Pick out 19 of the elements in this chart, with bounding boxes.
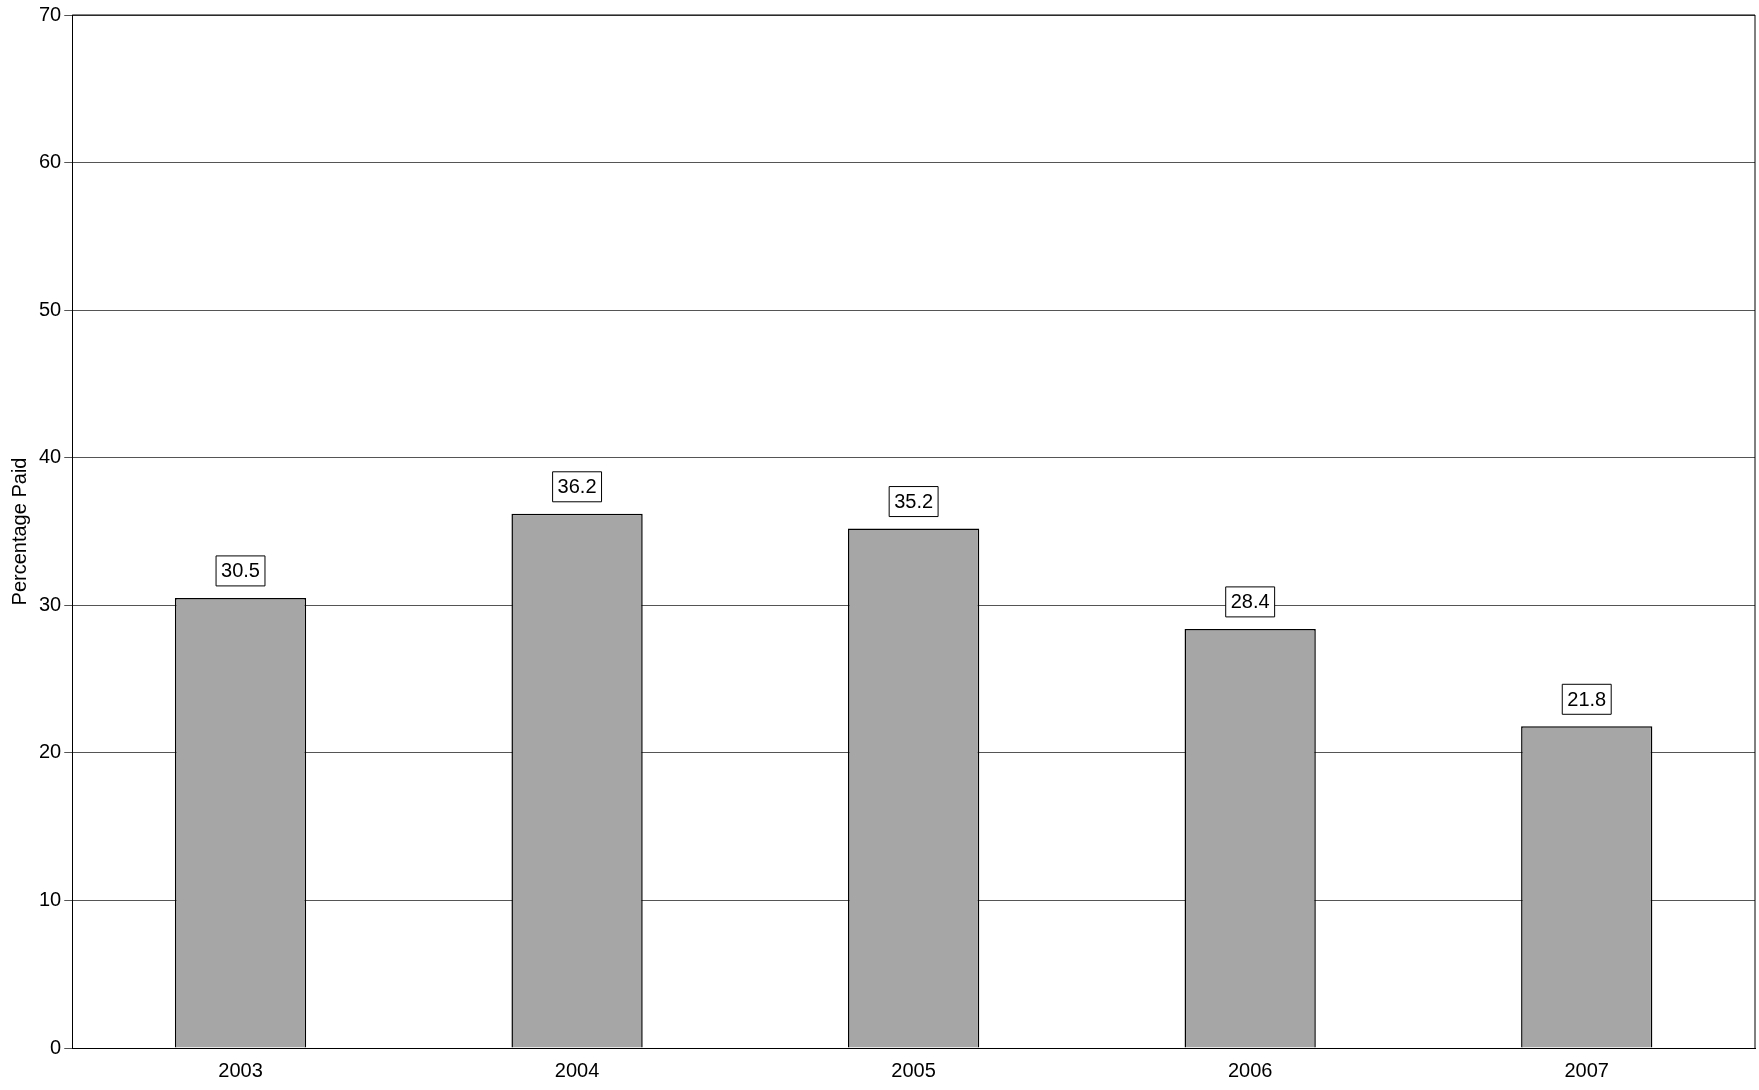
y-axis-title: Percentage Paid [7, 457, 30, 606]
data-label: 30.5 [221, 559, 260, 582]
y-tick-label: 20 [39, 740, 62, 763]
data-label: 28.4 [1230, 590, 1270, 613]
y-tick-label: 50 [39, 297, 62, 320]
data-label: 35.2 [894, 490, 934, 513]
y-tick-label: 30 [39, 592, 62, 615]
y-tick-label: 10 [39, 887, 62, 910]
y-tick-label: 0 [50, 1035, 62, 1058]
data-label: 21.8 [1567, 687, 1607, 710]
x-tick-label: 2005 [891, 1058, 936, 1081]
y-tick-label: 40 [39, 445, 62, 468]
data-label: 36.2 [557, 475, 597, 498]
x-tick-label: 2004 [554, 1058, 600, 1081]
y-tick-label: 70 [39, 2, 62, 25]
x-tick-label: 2007 [1564, 1058, 1609, 1081]
x-tick-label: 2006 [1227, 1058, 1273, 1081]
y-tick-label: 60 [39, 150, 62, 173]
x-tick-label: 2003 [218, 1058, 263, 1081]
